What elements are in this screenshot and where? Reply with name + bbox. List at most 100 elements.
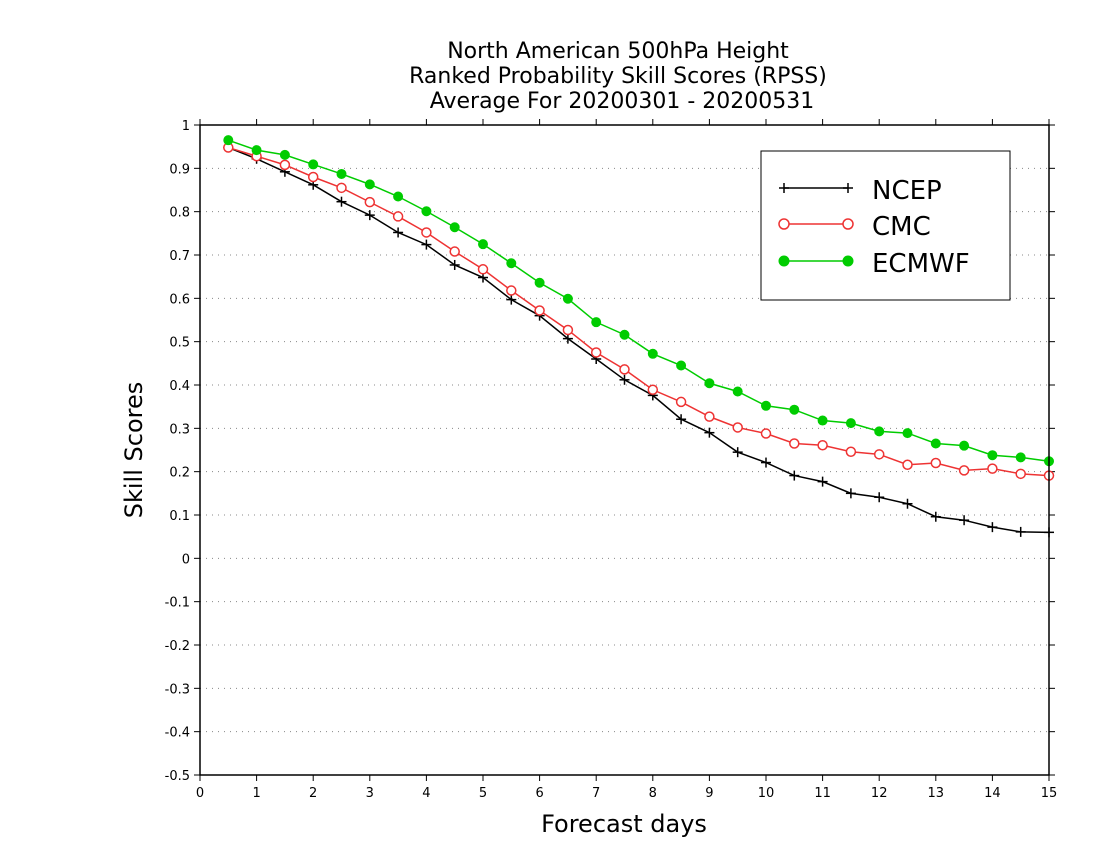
data-point-ncep [817, 476, 828, 487]
title-line-1: North American 500hPa Height [447, 39, 789, 64]
plot-frame [199, 124, 1050, 776]
data-point-ecmwf [987, 450, 998, 461]
data-point-ncep [732, 447, 743, 458]
data-point-ecmwf [449, 222, 460, 233]
data-point-ncep [930, 511, 941, 522]
x-tick-label: 7 [592, 786, 600, 801]
data-point-cmc [789, 438, 800, 449]
x-tick-label: 4 [422, 786, 430, 801]
legend-marker-ncep [843, 183, 853, 193]
x-tick-label: 3 [366, 786, 374, 801]
data-point-ecmwf [930, 438, 941, 449]
data-point-ecmwf [874, 426, 885, 437]
data-point-ncep [789, 470, 800, 481]
legend-samples [778, 183, 854, 267]
x-tick-label: 6 [535, 786, 543, 801]
y-tick-label: 0.3 [169, 422, 190, 437]
data-point-ncep [761, 457, 771, 468]
data-point-cmc [562, 324, 574, 336]
data-point-ncep [987, 522, 998, 533]
data-point-ecmwf [845, 418, 856, 429]
y-tick-label: 0.4 [169, 379, 190, 394]
x-tick-label: 13 [928, 786, 945, 801]
data-point-cmc [364, 196, 376, 208]
legend-box [760, 150, 1011, 301]
x-tick-label: 14 [984, 786, 1001, 801]
data-point-ncep [506, 294, 517, 305]
data-point-ncep [364, 210, 375, 221]
x-tick-label: 12 [871, 786, 888, 801]
data-point-cmc [307, 171, 319, 183]
data-point-ecmwf [789, 404, 800, 415]
data-point-cmc [987, 463, 998, 474]
data-point-ecmwf [959, 440, 970, 451]
data-point-ecmwf [393, 191, 404, 202]
title-line-3: Average For 20200301 - 20200531 [430, 89, 815, 114]
data-point-cmc [704, 411, 715, 422]
legend-label-cmc: CMC [872, 212, 931, 242]
data-point-ecmwf [562, 293, 573, 304]
data-point-ecmwf [817, 415, 828, 426]
data-point-cmc [958, 465, 970, 476]
x-axis-title: Forecast days [541, 810, 707, 838]
data-point-cmc [873, 449, 885, 460]
y-tick-label: 1 [182, 119, 190, 134]
data-point-ecmwf [251, 145, 262, 156]
chart-title: North American 500hPa Height Ranked Prob… [409, 39, 827, 114]
data-point-ncep [393, 227, 404, 238]
y-tick-label: 0 [182, 552, 190, 567]
data-point-cmc [506, 285, 517, 296]
data-point-ncep [874, 492, 885, 503]
data-point-ncep [676, 414, 687, 425]
data-point-cmc [817, 439, 828, 451]
x-tick-label: 8 [649, 786, 657, 801]
y-tick-label: -0.3 [165, 682, 190, 697]
data-point-cmc [760, 428, 772, 439]
data-point-ncep [845, 488, 856, 499]
series-line-ncep [228, 146, 1050, 534]
x-tick-label: 10 [758, 786, 775, 801]
x-tick-label: 2 [309, 786, 317, 801]
data-point-cmc [449, 246, 460, 257]
y-tick-label: 0.5 [169, 336, 190, 351]
data-point-cmc [619, 364, 630, 375]
series-ecmwf [223, 135, 1054, 467]
data-point-ecmwf [478, 239, 488, 250]
y-tick-label: -0.2 [165, 639, 190, 654]
data-point-ecmwf [619, 329, 630, 340]
legend-marker-ecmwf [778, 255, 790, 267]
data-point-cmc [392, 211, 404, 222]
data-point-ecmwf [732, 386, 743, 397]
x-tick-label: 11 [814, 786, 831, 801]
data-point-ecmwf [336, 168, 347, 179]
data-point-cmc [336, 182, 347, 194]
legend-label-ncep: NCEP [872, 176, 942, 206]
y-tick-label: 0.9 [169, 162, 190, 177]
y-axis-title: Skill Scores [120, 382, 148, 519]
y-tick-label: 0.6 [169, 292, 190, 307]
x-tick-label: 15 [1041, 786, 1058, 801]
legend-marker-ecmwf [842, 255, 854, 267]
x-tick-label: 1 [252, 786, 260, 801]
legend-label-ecmwf: ECMWF [872, 249, 970, 279]
legend-marker-ncep [779, 183, 789, 193]
y-tick-label: 0.1 [169, 509, 190, 524]
data-point-cmc [279, 159, 291, 171]
y-tick-label: -0.5 [165, 769, 190, 784]
data-point-ecmwf [1015, 452, 1026, 463]
data-point-cmc [732, 422, 743, 433]
data-point-ncep [902, 498, 913, 509]
data-point-ecmwf [676, 360, 687, 371]
y-tick-label: 0.2 [169, 466, 190, 481]
legend: NCEP CMC ECMWF [760, 150, 1011, 301]
data-point-ecmwf [534, 277, 545, 288]
data-point-ecmwf [591, 317, 602, 328]
data-point-ecmwf [647, 348, 658, 359]
series-line-ecmwf [228, 139, 1050, 463]
data-point-cmc [534, 305, 545, 316]
data-point-cmc [930, 457, 942, 469]
data-point-cmc [1015, 468, 1026, 480]
data-point-ncep [562, 333, 573, 344]
data-point-ncep [421, 239, 432, 250]
x-tick-label: 0 [196, 786, 204, 801]
